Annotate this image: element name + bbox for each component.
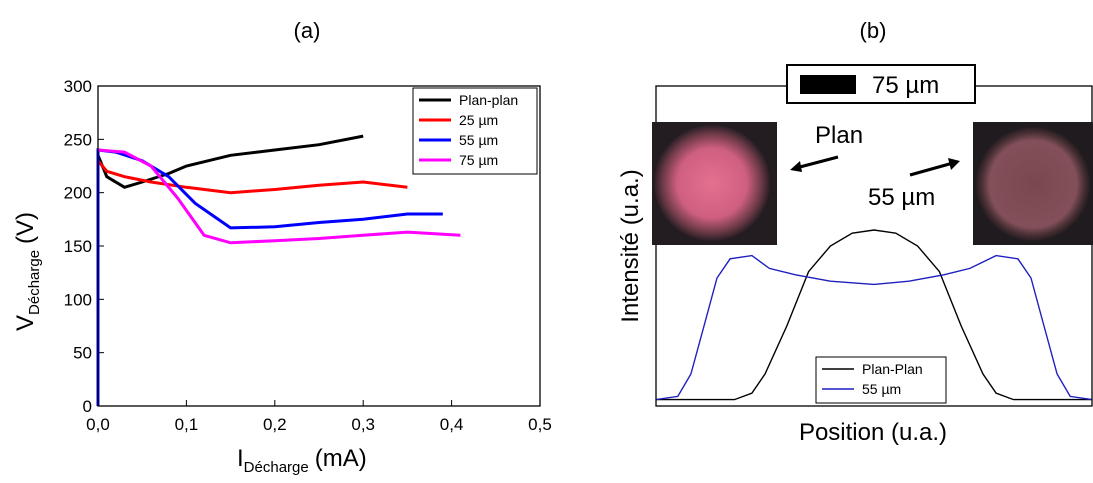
axis-label-main: I: [237, 445, 244, 472]
x-tick-label: 0,4: [440, 415, 464, 434]
legend-label: 55 µm: [459, 132, 498, 148]
x-tick-label: 0,3: [351, 415, 375, 434]
scale-label: 75 µm: [872, 72, 939, 99]
y-tick-label: 200: [64, 184, 92, 203]
arrow-line: [795, 155, 839, 170]
arrow-line: [909, 161, 954, 177]
axis-label-sub: Décharge: [244, 459, 309, 476]
series-line: [656, 229, 1092, 401]
y-tick-label: 300: [64, 77, 92, 96]
arrow-head: [790, 161, 802, 172]
annotation: Plan: [815, 122, 863, 149]
legend-box: [815, 356, 947, 404]
y-tick-label: 0: [83, 397, 92, 416]
x-tick-label: 0,2: [263, 415, 287, 434]
chart-title: (a): [294, 18, 321, 43]
series-line: [655, 254, 1093, 401]
chart-title: (b): [860, 18, 887, 43]
axis-label: IDécharge (mA): [237, 445, 367, 476]
axis-label: Intensité (u.a.): [617, 169, 644, 322]
axis-label-unit: (V): [12, 212, 39, 244]
series-line: [96, 159, 408, 195]
annotation: 55 µm: [868, 184, 935, 211]
legend-label: Plan-plan: [459, 92, 518, 108]
plot-frame: [97, 85, 541, 407]
legend-label: Plan-Plan: [862, 361, 923, 377]
legend-label: 55 µm: [862, 381, 901, 397]
axis-label-main: Intensité (u.a.): [617, 169, 644, 322]
x-tick-label: 0,1: [175, 415, 199, 434]
y-tick-label: 250: [64, 130, 92, 149]
axis-label-main: Position (u.a.): [799, 419, 947, 446]
arrow-head: [948, 158, 960, 170]
y-tick-label: 100: [64, 290, 92, 309]
axis-label-sub: Décharge: [26, 250, 43, 315]
y-tick-label: 150: [64, 237, 92, 256]
legend-label: 25 µm: [459, 112, 498, 128]
axis-label-main: V: [12, 315, 39, 331]
series-line: [97, 148, 461, 245]
y-tick-label: 50: [73, 344, 92, 363]
image-left: [654, 125, 770, 241]
axis-label: Position (u.a.): [799, 419, 947, 446]
x-tick-label: 0,5: [528, 415, 552, 434]
x-tick-label: 0,0: [86, 415, 110, 434]
axis-label-unit: (mA): [315, 445, 367, 472]
series-line: [96, 134, 364, 189]
legend-label: 75 µm: [459, 152, 498, 168]
scale-bar: [800, 75, 856, 94]
axis-label: VDécharge (V): [12, 212, 43, 331]
image-right: [975, 126, 1091, 242]
